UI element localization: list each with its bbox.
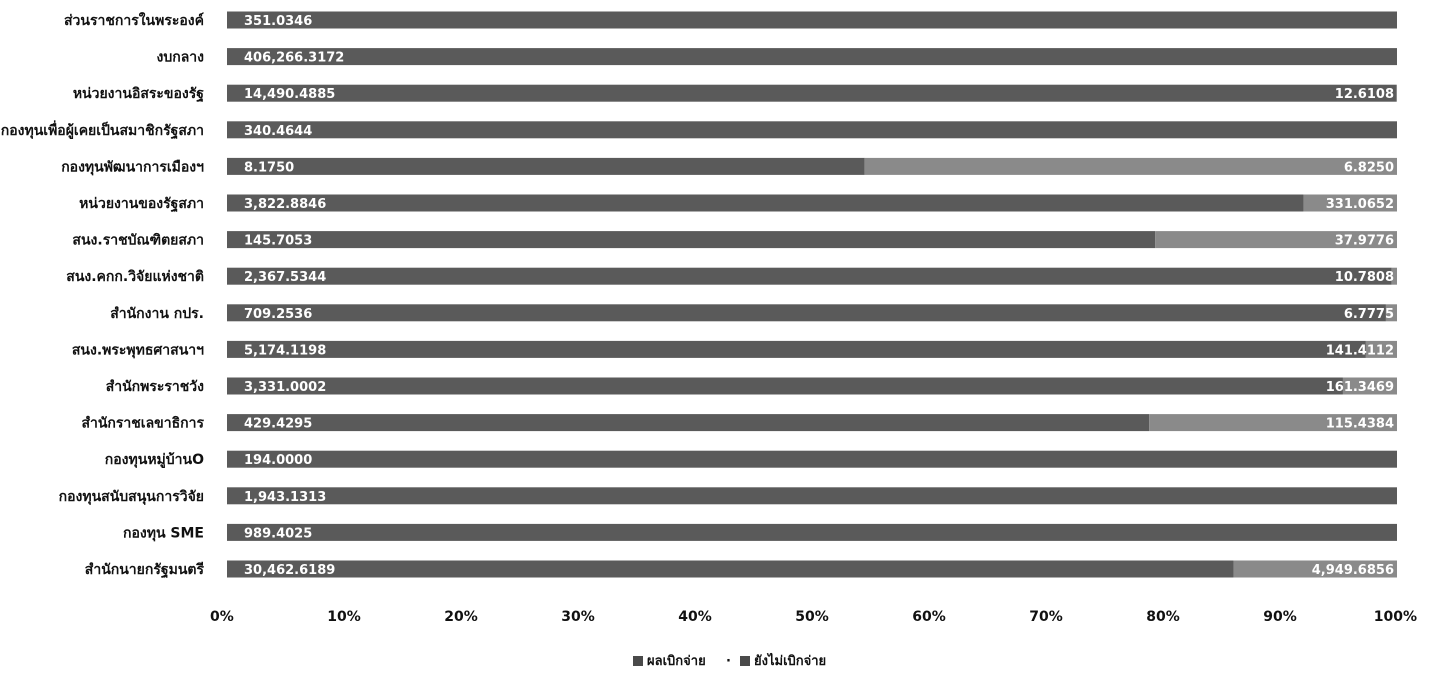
legend-swatch-disbursed [633,656,643,666]
category-label: ส่วนราชการในพระองค์ [64,11,204,29]
bar-disbursed [227,121,1397,139]
category-label: สำนักงาน กปร. [110,306,204,322]
data-label-undisbursed: 115.4384 [1326,417,1394,432]
data-label-disbursed: 2,367.5344 [244,270,326,285]
data-label-undisbursed: 161.3469 [1326,380,1394,395]
category-label: สำนักพระราชวัง [106,379,204,395]
bar-disbursed [227,560,1234,578]
bar-disbursed [227,157,865,175]
bar-undisbursed [1385,304,1397,322]
x-tick-label: 30% [561,609,595,625]
legend-swatch-undisbursed [740,656,750,666]
bar-undisbursed [864,157,1397,175]
data-label-undisbursed: 6.8250 [1344,160,1394,175]
bar-undisbursed [1365,340,1397,358]
x-tick-label: 0% [210,609,234,625]
bar-disbursed [227,194,1304,212]
x-tick-label: 60% [912,609,946,625]
data-label-disbursed: 406,266.3172 [244,51,344,66]
data-label-disbursed: 5,174.1198 [244,343,326,358]
data-label-disbursed: 989.4025 [244,526,312,541]
data-label-disbursed: 8.1750 [244,160,294,175]
data-label-undisbursed: 6.7775 [1344,307,1394,322]
x-axis-ticks: 0% 10% 20% 30% 40% 50% 60% 70% 80% 90% 100% [210,609,1417,625]
bar-undisbursed [1149,414,1397,432]
bar-undisbursed [1395,84,1397,102]
bar-disbursed [227,231,1156,249]
x-tick-label: 20% [444,609,478,625]
bar-undisbursed [1391,267,1397,285]
category-label: กองทุนพัฒนาการเมืองฯ [61,159,204,175]
x-tick-label: 90% [1263,609,1297,625]
bar-disbursed [227,84,1396,102]
x-tick-label: 10% [327,609,361,625]
data-label-disbursed: 709.2536 [244,307,312,322]
bar-disbursed [227,11,1397,29]
legend-label-undisbursed: ยังไม่เบิกจ่าย [754,652,826,669]
data-label-disbursed: 14,490.4885 [244,87,335,102]
category-label: กองทุนสนับสนุนการวิจัย [59,489,204,505]
bar-undisbursed [1233,560,1397,578]
category-label: สนง.คกก.วิจัยแห่งชาติ [66,269,204,285]
bar-undisbursed [1155,231,1397,249]
data-label-undisbursed: 331.0652 [1326,197,1394,212]
bar-disbursed [227,450,1397,468]
data-label-undisbursed: 12.6108 [1335,87,1394,102]
data-label-undisbursed: 141.4112 [1326,343,1394,358]
bar-undisbursed [1342,377,1397,395]
x-tick-label: 50% [795,609,829,625]
bar-disbursed [227,487,1397,505]
category-label: สำนักนายกรัฐมนตรี [85,562,205,579]
data-label-undisbursed: 37.9776 [1335,234,1394,249]
data-label-disbursed: 340.4644 [244,124,312,139]
bar-disbursed [227,267,1392,285]
category-label: กองทุนเพื่อผู้เคยเป็นสมาชิกรัฐสภา [1,120,204,140]
category-label: สนง.ราชบัณฑิตยสภา [72,233,204,249]
data-label-disbursed: 3,331.0002 [244,380,326,395]
bar-disbursed [227,523,1397,541]
category-label: สนง.พระพุทธศาสนาฯ [72,342,204,358]
value-labels: 351.0346 406,266.3172 14,490.4885 12.6108 34… [244,14,1394,578]
data-label-disbursed: 194.0000 [244,453,312,468]
data-label-undisbursed: 4,949.6856 [1312,563,1394,578]
category-labels: ส่วนราชการในพระองค์งบกลางหน่วยงานอิสระขอ… [1,11,205,579]
x-tick-label: 80% [1146,609,1180,625]
category-label: งบกลาง [157,50,205,66]
x-tick-label: 70% [1029,609,1063,625]
legend-separator: · [726,654,731,669]
bars-group [227,11,1397,578]
bar-disbursed [227,414,1150,432]
data-label-disbursed: 351.0346 [244,14,312,29]
bar-undisbursed [1303,194,1397,212]
bar-disbursed [227,48,1397,66]
category-label: กองทุนหมู่บ้านO [105,452,204,468]
data-label-undisbursed: 10.7808 [1335,270,1394,285]
bar-disbursed [227,377,1343,395]
data-label-disbursed: 145.7053 [244,234,312,249]
category-label: หน่วยงานอิสระของรัฐ [73,86,204,103]
legend: ผลเบิกจ่าย · ยังไม่เบิกจ่าย [633,652,826,669]
x-tick-label: 100% [1374,609,1417,625]
category-label: กองทุน SME [123,525,204,541]
data-label-disbursed: 30,462.6189 [244,563,335,578]
x-tick-label: 40% [678,609,712,625]
bar-disbursed [227,340,1366,358]
data-label-disbursed: 429.4295 [244,417,312,432]
data-label-disbursed: 1,943.1313 [244,490,326,505]
bar-disbursed [227,304,1386,322]
data-label-disbursed: 3,822.8846 [244,197,326,212]
category-label: สำนักราชเลขาธิการ [81,416,204,432]
legend-label-disbursed: ผลเบิกจ่าย [647,654,706,669]
category-label: หน่วยงานของรัฐสภา [79,196,204,213]
